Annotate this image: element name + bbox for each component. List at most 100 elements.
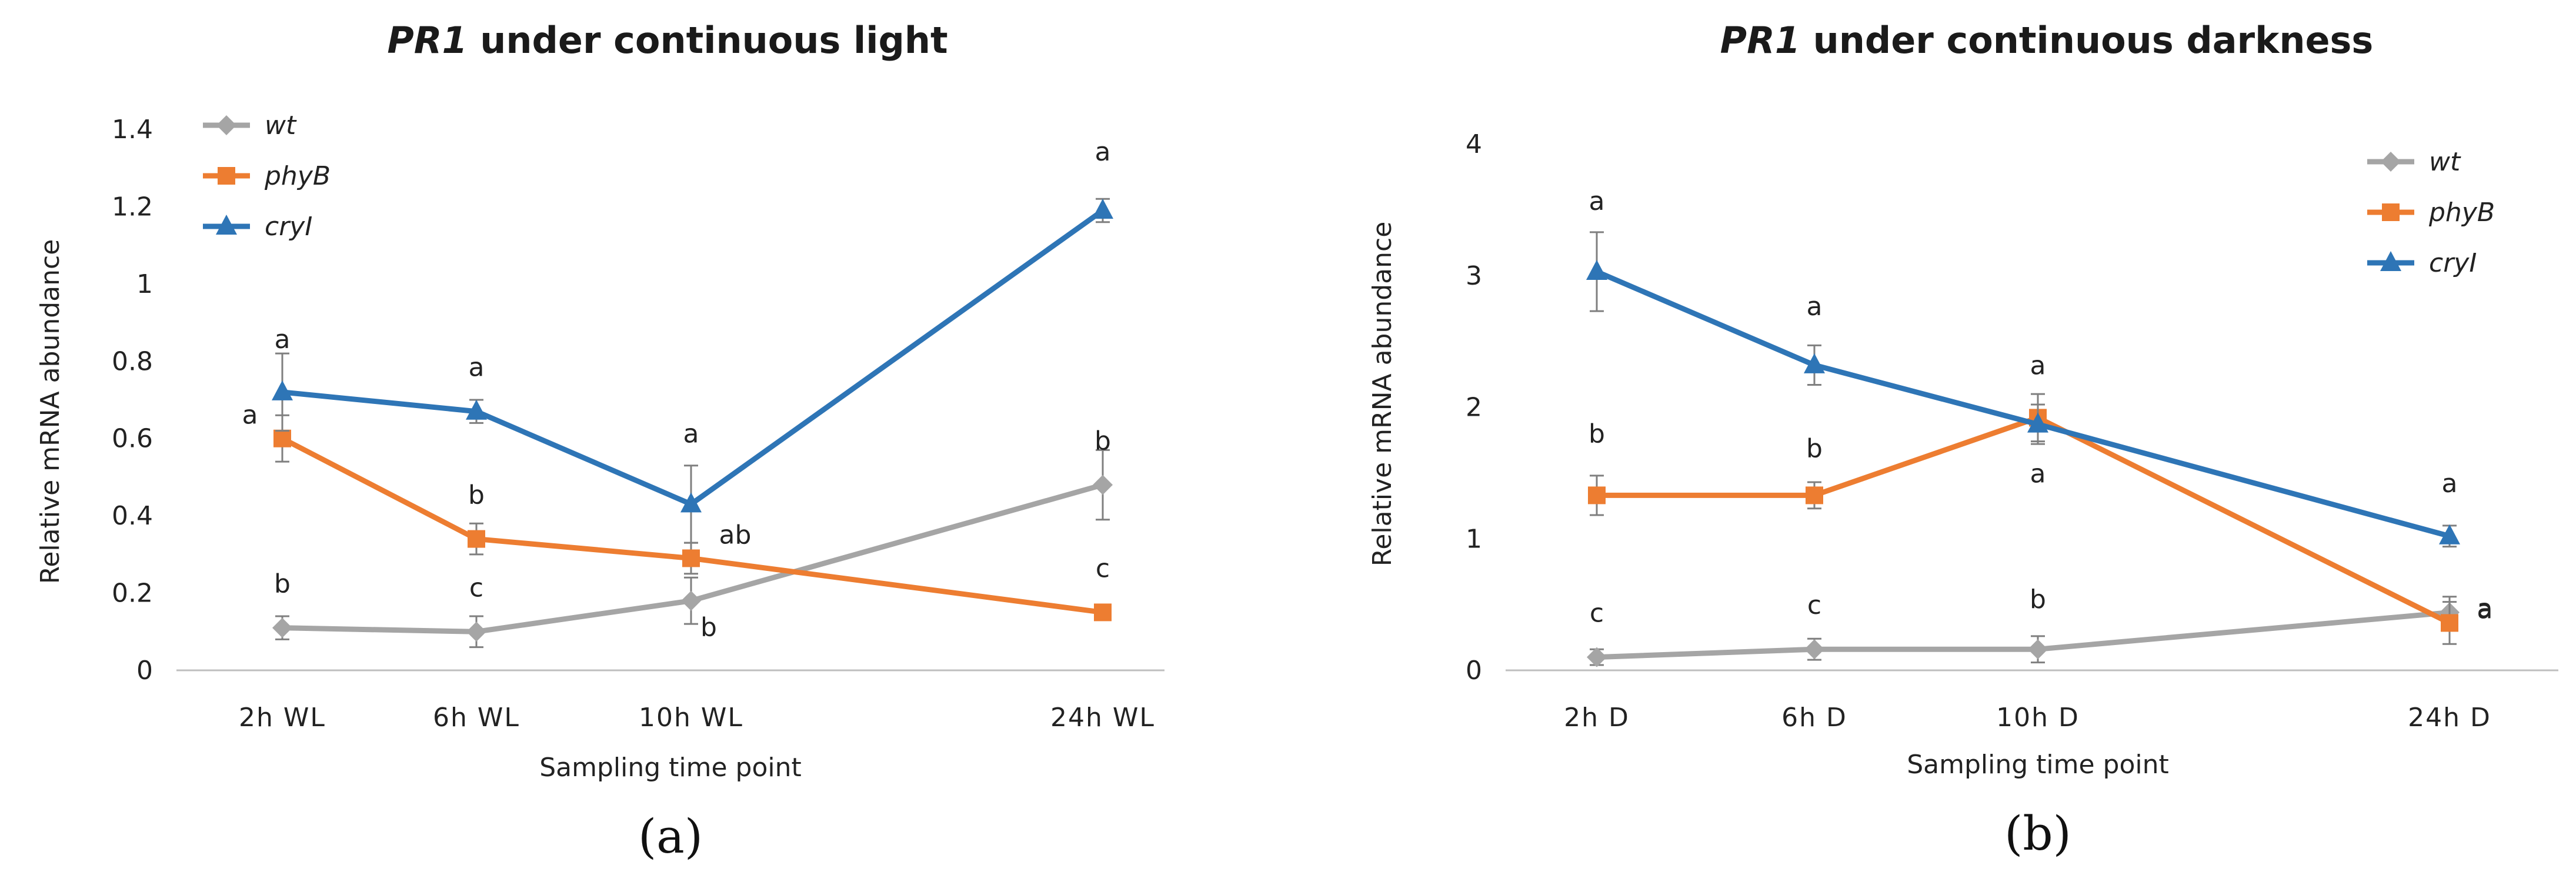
legend-label: wt — [265, 111, 297, 141]
data-point — [1588, 486, 1606, 505]
significance-label: b — [468, 480, 485, 510]
significance-label: a — [2030, 459, 2046, 489]
legend-label: wt — [2429, 147, 2461, 177]
legend-marker — [2382, 203, 2400, 221]
data-point — [1092, 199, 1113, 219]
x-tick-label: 24h D — [2408, 703, 2491, 733]
chart-panel-b: PR1 under continuous darkness Sampling t… — [1367, 19, 2558, 861]
x-ticks: 2h D 6h D 10h D 24h D — [1564, 703, 2491, 733]
data-point — [468, 530, 485, 548]
legend-marker — [2380, 251, 2401, 271]
legend-marker — [216, 115, 236, 135]
significance-label: c — [469, 573, 483, 603]
y-tick-label: 0 — [136, 656, 153, 686]
data-point — [682, 549, 700, 567]
data-point — [2027, 412, 2048, 433]
x-tick-label: 10h D — [1996, 703, 2080, 733]
panel-label: (b) — [2004, 806, 2071, 861]
x-tick-label: 2h D — [1564, 703, 1630, 733]
legend-label: cryI — [265, 212, 312, 242]
legend-item-phyB: phyB — [2367, 198, 2495, 228]
data-point — [1094, 603, 1112, 622]
data-point — [273, 429, 291, 447]
significance-label: a — [242, 400, 258, 430]
significance-label: a — [275, 325, 291, 355]
significance-label: c — [1096, 553, 1110, 583]
significance-label: c — [1590, 599, 1604, 629]
legend: wt phyB cryI — [203, 111, 331, 242]
significance-label: b — [1589, 419, 1605, 449]
y-axis-title: Relative mRNA abundance — [1367, 222, 1397, 567]
x-tick-label: 2h WL — [239, 703, 326, 733]
data-point — [466, 622, 486, 642]
data-point — [1804, 639, 1824, 660]
significance-label: a — [2442, 469, 2458, 499]
series-line-phyB — [1597, 415, 2451, 626]
data-point — [272, 380, 293, 400]
significance-label: b — [274, 569, 291, 599]
series-line-phyB — [281, 436, 1103, 615]
y-ticks: 0 1 2 3 4 — [1466, 129, 1482, 686]
y-tick-label: 0 — [1466, 656, 1482, 686]
series-cryI: a a a a — [272, 137, 1113, 544]
legend-label: phyB — [2428, 198, 2495, 228]
legend-item-wt: wt — [2367, 147, 2461, 177]
data-point — [272, 617, 292, 638]
significance-label: a — [1807, 292, 1823, 322]
data-point — [1587, 647, 1607, 667]
data-point — [466, 399, 487, 420]
significance-label: a — [1589, 186, 1605, 216]
x-ticks: 2h WL 6h WL 10h WL 24h WL — [239, 703, 1155, 733]
legend-item-wt: wt — [203, 111, 297, 141]
title-condition: under continuous darkness — [1800, 19, 2373, 62]
significance-label: b — [1806, 433, 1823, 463]
significance-label: a — [2477, 593, 2493, 623]
x-tick-label: 10h WL — [639, 703, 743, 733]
y-tick-label: 0.8 — [112, 346, 153, 376]
x-tick-label: 6h D — [1781, 703, 1847, 733]
legend-label: phyB — [264, 161, 331, 191]
legend-marker — [218, 167, 235, 185]
legend: wt phyB cryI — [2367, 147, 2495, 278]
y-axis-title: Relative mRNA abundance — [35, 239, 65, 584]
chart-panel-a: PR1 under continuous light Sampling time… — [35, 19, 1164, 864]
significance-label: a — [683, 419, 699, 449]
title-gene: PR1 — [1720, 19, 1800, 62]
y-ticks: 0 0.2 0.4 0.6 0.8 1 1.2 1.4 — [112, 115, 153, 686]
data-point — [1804, 353, 1825, 373]
series-cryI: a a a a — [1586, 186, 2460, 548]
y-tick-label: 3 — [1466, 261, 1482, 291]
series-line-wt — [282, 482, 1104, 634]
y-tick-label: 0.4 — [112, 501, 153, 531]
x-axis-title: Sampling time point — [539, 753, 802, 783]
x-tick-label: 24h WL — [1050, 703, 1155, 733]
y-tick-label: 2 — [1466, 393, 1482, 423]
significance-label: a — [1095, 137, 1111, 167]
y-tick-label: 1.2 — [112, 192, 153, 222]
significance-label: a — [2030, 351, 2046, 381]
series-line-wt — [1596, 610, 2450, 660]
title-gene: PR1 — [387, 19, 467, 62]
y-tick-label: 4 — [1466, 129, 1482, 159]
legend-marker — [216, 215, 237, 235]
series-line-cryI — [282, 208, 1105, 507]
significance-label: c — [1807, 590, 1821, 620]
panel-label: (a) — [638, 809, 703, 864]
series-line-cryI — [1596, 269, 2451, 539]
significance-label: b — [2030, 584, 2046, 614]
chart-title: PR1 under continuous light — [387, 19, 947, 62]
series-wt: b c b b — [272, 426, 1113, 649]
x-axis-title: Sampling time point — [1907, 750, 2169, 780]
chart-title: PR1 under continuous darkness — [1720, 19, 2374, 62]
legend-item-phyB: phyB — [203, 161, 331, 191]
significance-label: a — [469, 353, 485, 383]
legend-marker — [2381, 152, 2401, 172]
data-point — [2441, 614, 2458, 632]
data-point — [1093, 475, 1113, 495]
y-tick-label: 0.2 — [112, 579, 153, 609]
data-point — [2028, 639, 2048, 660]
